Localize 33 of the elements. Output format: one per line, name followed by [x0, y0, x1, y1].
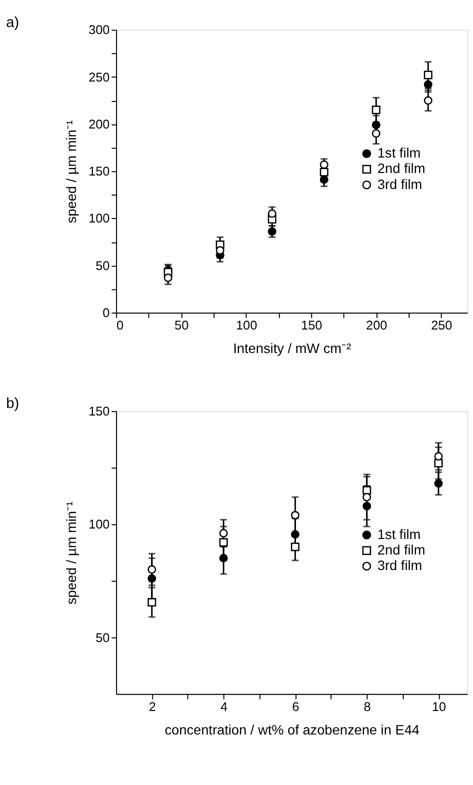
x-tick-label: 2 [148, 700, 156, 714]
y-tick-label: 0 [102, 306, 110, 320]
y-axis-title: speed / µm min⁻¹ [64, 501, 79, 605]
y-tick-label: 100 [88, 212, 110, 226]
x-tick-label: 250 [431, 318, 452, 333]
legend-label: 2nd film [377, 542, 426, 558]
x-tick-label: 6 [292, 700, 300, 714]
y-axis-title: speed / µm min⁻¹ [64, 120, 79, 224]
chart-title: b) [6, 396, 20, 412]
legend-label: 1st film [377, 146, 421, 161]
x-tick-label: 4 [220, 700, 228, 714]
x-tick-label: 150 [301, 318, 322, 333]
x-tick-label: 8 [364, 700, 371, 714]
legend-label: 3rd film [377, 176, 422, 192]
y-tick-label: 250 [88, 70, 110, 84]
legend-label: 1st film [377, 526, 421, 542]
x-tick-label: 50 [174, 318, 189, 333]
chart-title: a) [6, 14, 20, 31]
y-tick-label: 150 [88, 404, 110, 418]
x-axis-title: Intensity / mW cm⁻² [233, 341, 352, 356]
legend-label: 3rd film [377, 558, 422, 574]
x-tick-label: 0 [116, 318, 124, 333]
y-tick-label: 50 [96, 258, 110, 273]
y-tick-label: 300 [88, 23, 110, 38]
legend-label: 2nd film [377, 161, 426, 176]
x-axis-title: concentration / wt% of azobenzene in E44 [164, 722, 420, 738]
x-tick-label: 10 [432, 700, 446, 714]
x-tick-label: 100 [236, 318, 258, 333]
y-tick-label: 50 [96, 630, 110, 645]
y-tick-label: 200 [88, 117, 110, 132]
y-tick-label: 100 [88, 518, 110, 532]
y-tick-label: 150 [88, 164, 110, 179]
x-tick-label: 200 [366, 318, 388, 333]
